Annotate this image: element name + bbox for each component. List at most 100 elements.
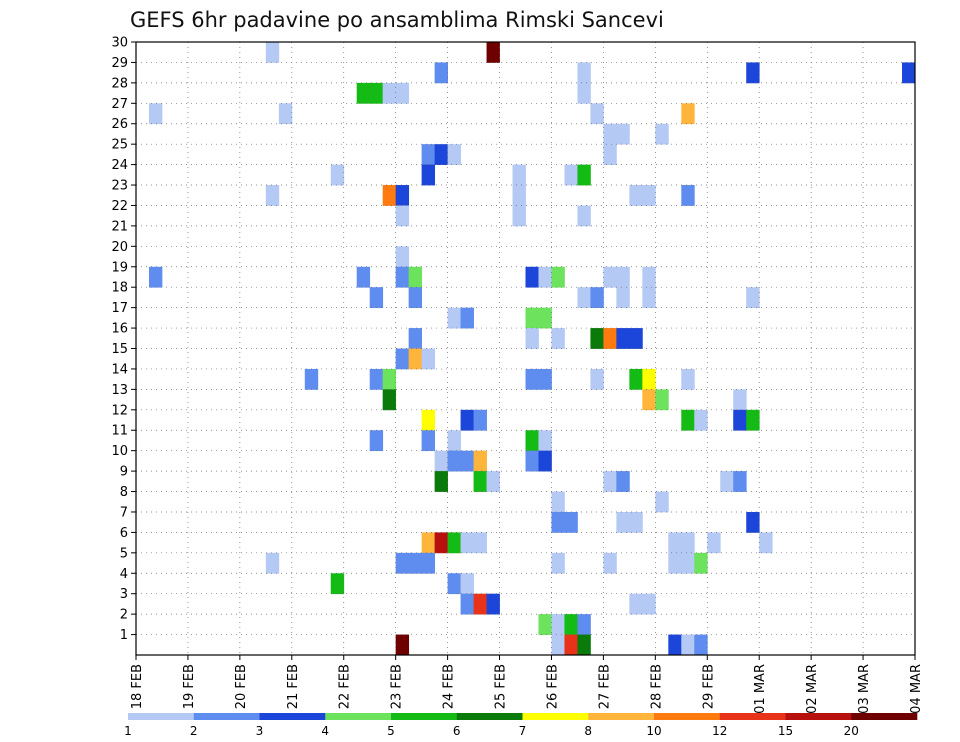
heatmap-cell: [707, 532, 721, 554]
heatmap-cell: [616, 266, 630, 288]
x-tick-label: 02 MAR: [805, 664, 820, 714]
heatmap-cell: [486, 471, 500, 492]
heatmap-cell: [603, 328, 617, 349]
heatmap-cell: [382, 82, 397, 104]
heatmap-cell: [460, 532, 474, 554]
heatmap-cell: [421, 409, 436, 431]
y-tick-label: 30: [111, 36, 128, 51]
heatmap-cell: [408, 266, 423, 288]
heatmap-cell: [590, 287, 604, 309]
heatmap-cell: [538, 368, 552, 390]
heatmap-cell: [148, 266, 163, 288]
heatmap-cell: [564, 164, 578, 186]
heatmap-cell: [538, 266, 552, 288]
heatmap-cell: [525, 450, 539, 472]
heatmap-cell: [473, 471, 487, 492]
heatmap-cell: [551, 328, 565, 349]
y-tick-label: 18: [111, 281, 128, 296]
x-tick-label: 04 MAR: [909, 664, 924, 714]
y-tick-label: 14: [111, 362, 128, 377]
x-tick-label: 19 FEB: [182, 664, 197, 709]
heatmap-cell: [512, 185, 526, 206]
heatmap-cell: [421, 144, 436, 165]
heatmap-cell: [603, 552, 617, 574]
colorbar-label: 20: [844, 724, 859, 738]
colorbar-segment: [719, 713, 786, 720]
heatmap-cells: [148, 42, 916, 656]
heatmap-cell: [616, 328, 630, 349]
heatmap-cell: [538, 430, 552, 452]
axes: 1234567891011121314151617181920212223242…: [111, 36, 924, 714]
y-tick-label: 23: [111, 179, 128, 194]
heatmap-cell: [460, 307, 474, 329]
heatmap-cell: [629, 511, 643, 533]
heatmap-cell: [408, 552, 423, 574]
y-tick-label: 12: [111, 403, 128, 418]
colorbar-label: 7: [519, 724, 527, 738]
y-tick-label: 27: [111, 97, 128, 112]
y-tick-label: 24: [111, 158, 128, 173]
heatmap-cell: [395, 82, 410, 104]
heatmap-cell: [473, 593, 487, 615]
x-tick-label: 27 FEB: [597, 664, 612, 709]
y-tick-label: 28: [111, 76, 128, 91]
colorbar-label: 12: [712, 724, 727, 738]
heatmap-cell: [629, 185, 643, 206]
heatmap-cell: [278, 103, 293, 125]
heatmap-cell: [525, 328, 539, 349]
heatmap-cell: [486, 593, 500, 615]
heatmap-cell: [538, 307, 552, 329]
heatmap-cell: [642, 389, 656, 411]
heatmap-cell: [447, 307, 461, 329]
heatmap-cell: [733, 471, 747, 492]
heatmap-cell: [395, 246, 410, 268]
heatmap-cell: [681, 185, 695, 206]
heatmap-cell: [681, 552, 695, 574]
colorbar-label: 1: [124, 724, 132, 738]
colorbar-label: 4: [321, 724, 329, 738]
x-tick-label: 20 FEB: [234, 664, 249, 709]
colorbar-segment: [456, 713, 523, 720]
heatmap-cell: [642, 287, 656, 309]
heatmap-cell: [668, 552, 682, 574]
colorbar: 1 2 3 4 5 6 7 8 10 12 15 20: [124, 713, 918, 738]
heatmap-cell: [551, 614, 565, 635]
chart-title: GEFS 6hr padavine po ansamblima Rimski S…: [130, 8, 664, 32]
heatmap-cell: [551, 634, 565, 656]
x-tick-label: 01 MAR: [753, 664, 768, 714]
heatmap-cell: [681, 368, 695, 390]
heatmap-cell: [369, 368, 384, 390]
y-tick-label: 19: [111, 260, 128, 275]
heatmap-cell: [434, 144, 448, 165]
heatmap-cell: [395, 266, 410, 288]
heatmap-cell: [408, 328, 423, 349]
heatmap-cell: [382, 368, 397, 390]
y-tick-label: 1: [120, 628, 128, 643]
y-tick-label: 15: [111, 342, 128, 357]
heatmap-cell: [395, 634, 410, 656]
heatmap-cell: [642, 266, 656, 288]
heatmap-cell: [603, 144, 617, 165]
heatmap-cell: [746, 287, 760, 309]
colorbar-segment: [193, 713, 260, 720]
colorbar-segment: [128, 713, 195, 720]
x-tick-label: 22 FEB: [338, 664, 353, 709]
heatmap-cell: [382, 389, 397, 411]
heatmap-cell: [616, 471, 630, 492]
heatmap-cell: [434, 450, 448, 472]
heatmap-cell: [746, 62, 760, 84]
heatmap-cell: [642, 368, 656, 390]
heatmap-cell: [265, 552, 280, 574]
y-tick-label: 3: [120, 587, 128, 602]
y-tick-label: 11: [111, 424, 128, 439]
heatmap-cell: [421, 164, 436, 186]
heatmap-cell: [564, 511, 578, 533]
colorbar-label: 2: [190, 724, 198, 738]
y-tick-label: 17: [111, 301, 128, 316]
heatmap-cell: [382, 185, 397, 206]
heatmap-cell: [525, 307, 539, 329]
heatmap-cell: [304, 368, 319, 390]
heatmap-cell: [460, 573, 474, 595]
heatmap-cell: [577, 614, 591, 635]
heatmap-cell: [603, 471, 617, 492]
